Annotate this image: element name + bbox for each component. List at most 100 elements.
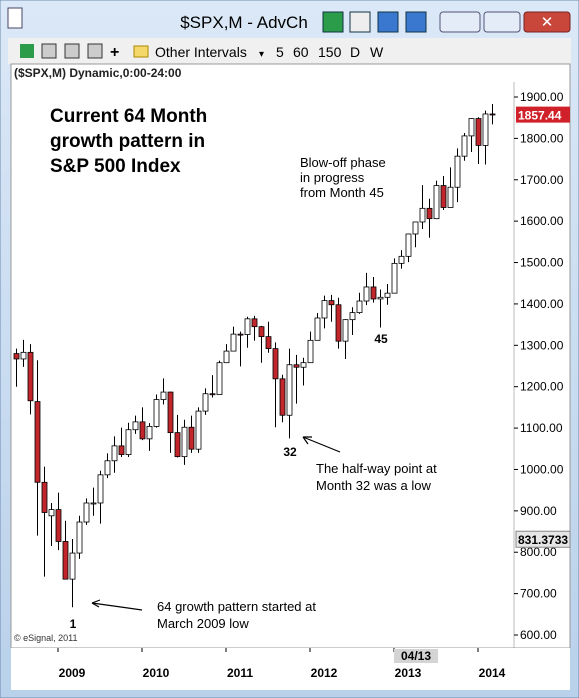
candle-body [188, 426, 195, 450]
icon[interactable] [322, 11, 344, 33]
cursor-value-label: 831.3733 [518, 533, 568, 547]
icon[interactable] [349, 11, 371, 33]
candle-body [279, 378, 286, 416]
candle-body [69, 552, 76, 580]
candle-body [20, 351, 27, 360]
last-price-box [516, 106, 570, 123]
x-axis-area [11, 648, 570, 690]
cursor-date-label: 04/13 [401, 649, 431, 663]
candle-body [202, 393, 209, 412]
candle-body [314, 317, 321, 341]
tool-icon[interactable] [87, 43, 103, 59]
candle-body [258, 326, 265, 338]
annotation: The half-way point at [316, 461, 437, 476]
x-tick-label: 2014 [479, 666, 506, 680]
candle-body [440, 185, 447, 208]
icon[interactable] [405, 11, 427, 33]
candle-body [244, 318, 251, 335]
intervals-menu[interactable]: Other Intervals [155, 44, 247, 60]
candle-body [384, 292, 391, 298]
annotation: from Month 45 [300, 185, 384, 200]
candle-body [62, 541, 69, 580]
arrowhead [302, 436, 312, 445]
window-title: $SPX,M - AdvCh [180, 13, 308, 32]
folder-icon[interactable] [133, 45, 149, 58]
y-tick-label: 900.00 [520, 504, 557, 518]
candle-body [265, 336, 272, 350]
candle-body [90, 502, 97, 505]
candle-body [34, 401, 41, 483]
tool-icon[interactable] [41, 43, 57, 59]
app-icon [7, 7, 23, 29]
arrowhead [91, 599, 101, 608]
candle-body [160, 391, 167, 400]
candle-body [167, 391, 174, 434]
candle-body [286, 364, 293, 416]
last-price-label: 1857.44 [518, 109, 562, 123]
interval-button[interactable]: W [370, 44, 384, 60]
close-icon: ✕ [541, 14, 554, 31]
candle-body [104, 460, 111, 476]
title-line: growth pattern in [50, 131, 205, 152]
annotation: Month 32 was a low [316, 478, 432, 493]
candle-body [13, 353, 20, 360]
candle-body [468, 118, 475, 137]
candle-body [132, 421, 139, 431]
interval-button[interactable]: 150 [318, 44, 342, 60]
chart-title: Current 64 Month growth pattern in S&P 500… [50, 106, 207, 177]
copyright: © eSignal, 2011 [14, 633, 78, 643]
cursor-date-box [394, 649, 438, 663]
y-tick-label: 700.00 [520, 587, 557, 601]
month-label: 1 [70, 617, 77, 631]
month-label: 32 [283, 445, 297, 459]
candle-body [419, 207, 426, 223]
candle-body [97, 474, 104, 504]
close-button[interactable] [523, 11, 571, 33]
annotation: March 2009 low [157, 616, 249, 631]
tool-plus[interactable]: + [110, 44, 119, 61]
candle-body [293, 364, 300, 368]
maximize-button[interactable] [483, 11, 521, 33]
candle-body [209, 393, 216, 396]
minimize-button[interactable] [439, 11, 481, 33]
candle-body [272, 348, 279, 380]
chart-subtitle: ($SPX,M) Dynamic,0:00-24:00 [14, 66, 182, 80]
candle-body [412, 221, 419, 235]
candle-body [300, 362, 307, 368]
y-tick-label: 1200.00 [520, 380, 564, 394]
tool-icon[interactable] [20, 44, 34, 58]
cursor-value-box [515, 530, 571, 548]
candle-body [489, 113, 496, 116]
interval-button[interactable]: 5 [276, 44, 284, 60]
candle-body [307, 339, 314, 364]
candle-body [475, 118, 482, 146]
candle-body [349, 312, 356, 321]
title-line: S&P 500 Index [50, 156, 181, 177]
interval-button[interactable]: D [350, 44, 360, 60]
y-tick-label: 1000.00 [520, 462, 564, 476]
candle-body [153, 399, 160, 427]
candle-body [391, 262, 398, 294]
icon[interactable] [377, 11, 399, 33]
interval-button[interactable]: 60 [293, 44, 309, 60]
candle-body [83, 502, 90, 523]
candle-body [174, 432, 181, 458]
candle-body [251, 318, 258, 328]
title-line: Current 64 Month [50, 106, 207, 127]
arrow [302, 436, 341, 453]
candle-body [335, 304, 342, 342]
y-tick-label: 1600.00 [520, 214, 564, 228]
candle-body [398, 255, 405, 264]
candle-body [139, 421, 146, 440]
y-tick-label: 1300.00 [520, 338, 564, 352]
candle-body [216, 362, 223, 395]
y-tick-label: 1700.00 [520, 173, 564, 187]
candle-body [48, 509, 55, 517]
candle-body [76, 521, 83, 554]
tool-icon[interactable] [64, 43, 80, 59]
x-tick-label: 2013 [395, 666, 422, 680]
candle-body [237, 333, 244, 336]
x-tick-label: 2010 [143, 666, 170, 680]
